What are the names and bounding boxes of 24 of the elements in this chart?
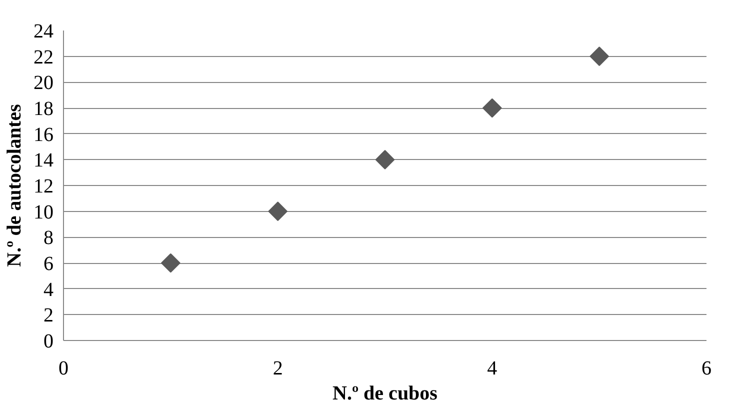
y-tick-label: 20 bbox=[34, 72, 54, 94]
y-tick-label: 16 bbox=[34, 124, 54, 146]
point bbox=[160, 253, 180, 273]
point bbox=[268, 202, 288, 222]
y-tick-label: 12 bbox=[34, 176, 54, 198]
y-axis-title: N.º de autocolantes bbox=[4, 104, 26, 267]
y-tick-label: 6 bbox=[44, 253, 54, 275]
x-tick-label: 2 bbox=[272, 358, 283, 380]
x-tick-label: 4 bbox=[487, 358, 498, 380]
y-tick-label: 8 bbox=[44, 227, 54, 250]
x-tick-label: 6 bbox=[702, 358, 712, 380]
y-tick-label: 22 bbox=[34, 46, 54, 68]
y-tick-label: 4 bbox=[44, 278, 54, 301]
y-tick-label: 10 bbox=[34, 201, 54, 224]
x-tick-label: 0 bbox=[58, 358, 68, 380]
y-tick-label: 24 bbox=[34, 20, 54, 42]
point bbox=[482, 98, 502, 118]
y-tick-label: 0 bbox=[44, 330, 54, 352]
y-tick-label: 14 bbox=[34, 150, 54, 172]
x-axis-title: N.º de cubos bbox=[332, 382, 438, 404]
point bbox=[375, 150, 395, 170]
point bbox=[590, 46, 610, 66]
y-tick-label: 18 bbox=[34, 98, 54, 120]
y-tick-label: 2 bbox=[44, 304, 54, 327]
